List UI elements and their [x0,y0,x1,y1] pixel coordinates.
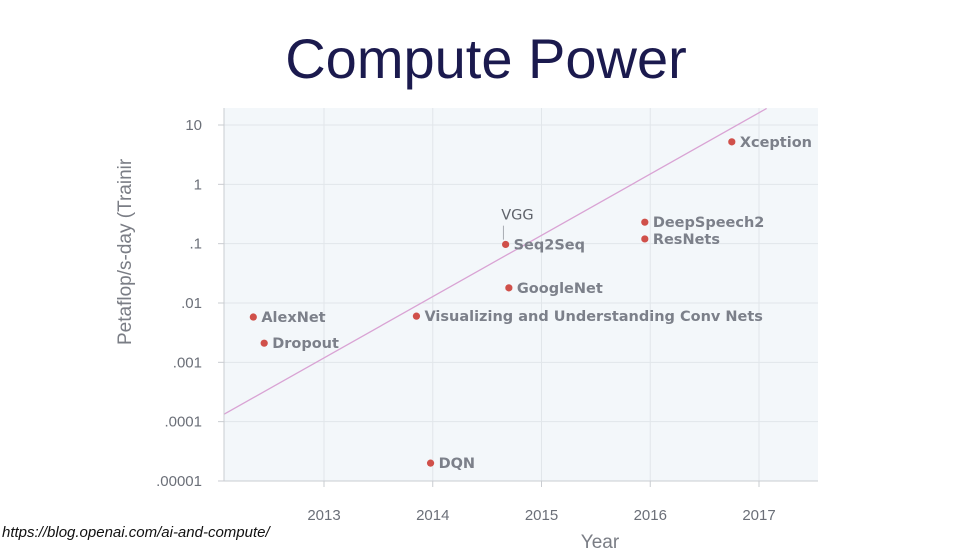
data-point [426,459,435,467]
source-link[interactable]: https://blog.openai.com/ai-and-compute/ [2,524,270,541]
y-tick-label: 10 [185,117,202,134]
plot-area [224,108,818,481]
y-tick-label: .1 [189,236,202,253]
data-point [505,284,513,292]
data-point [260,339,268,347]
x-tick-label: 2015 [525,507,558,524]
x-tick-label: 2017 [742,507,775,524]
y-tick-label: .00001 [156,473,202,490]
data-label: VGG [501,208,533,224]
trend-line [224,108,767,416]
data-point [502,240,510,249]
data-label: Seq2Seq [514,237,585,253]
y-axis-label: Petaflop/s-day (Trainir [115,158,136,345]
data-label: Dropout [272,336,339,352]
data-point [641,218,649,226]
data-point [412,312,421,320]
y-tick-label: 1 [194,176,202,193]
data-label: AlexNet [261,310,325,326]
slide-title: Compute Power [285,27,687,90]
data-point [249,313,257,321]
y-tick-label: .001 [173,354,202,371]
y-tick-label: .0001 [164,414,202,431]
x-axis-label: Year [581,532,620,548]
data-label: DeepSpeech2 [653,215,765,231]
y-tick-label: .01 [181,295,202,312]
data-label: Xception [740,135,812,151]
x-tick-label: 2013 [307,507,340,524]
data-label: ResNets [653,232,720,248]
data-label: Visualizing and Understanding Conv Nets [424,309,763,325]
data-point [641,235,649,243]
data-point [728,138,736,146]
x-tick-label: 2016 [634,507,667,524]
data-label: GoogleNet [517,281,603,297]
x-tick-label: 2014 [416,507,449,524]
data-label: DQN [439,456,476,472]
